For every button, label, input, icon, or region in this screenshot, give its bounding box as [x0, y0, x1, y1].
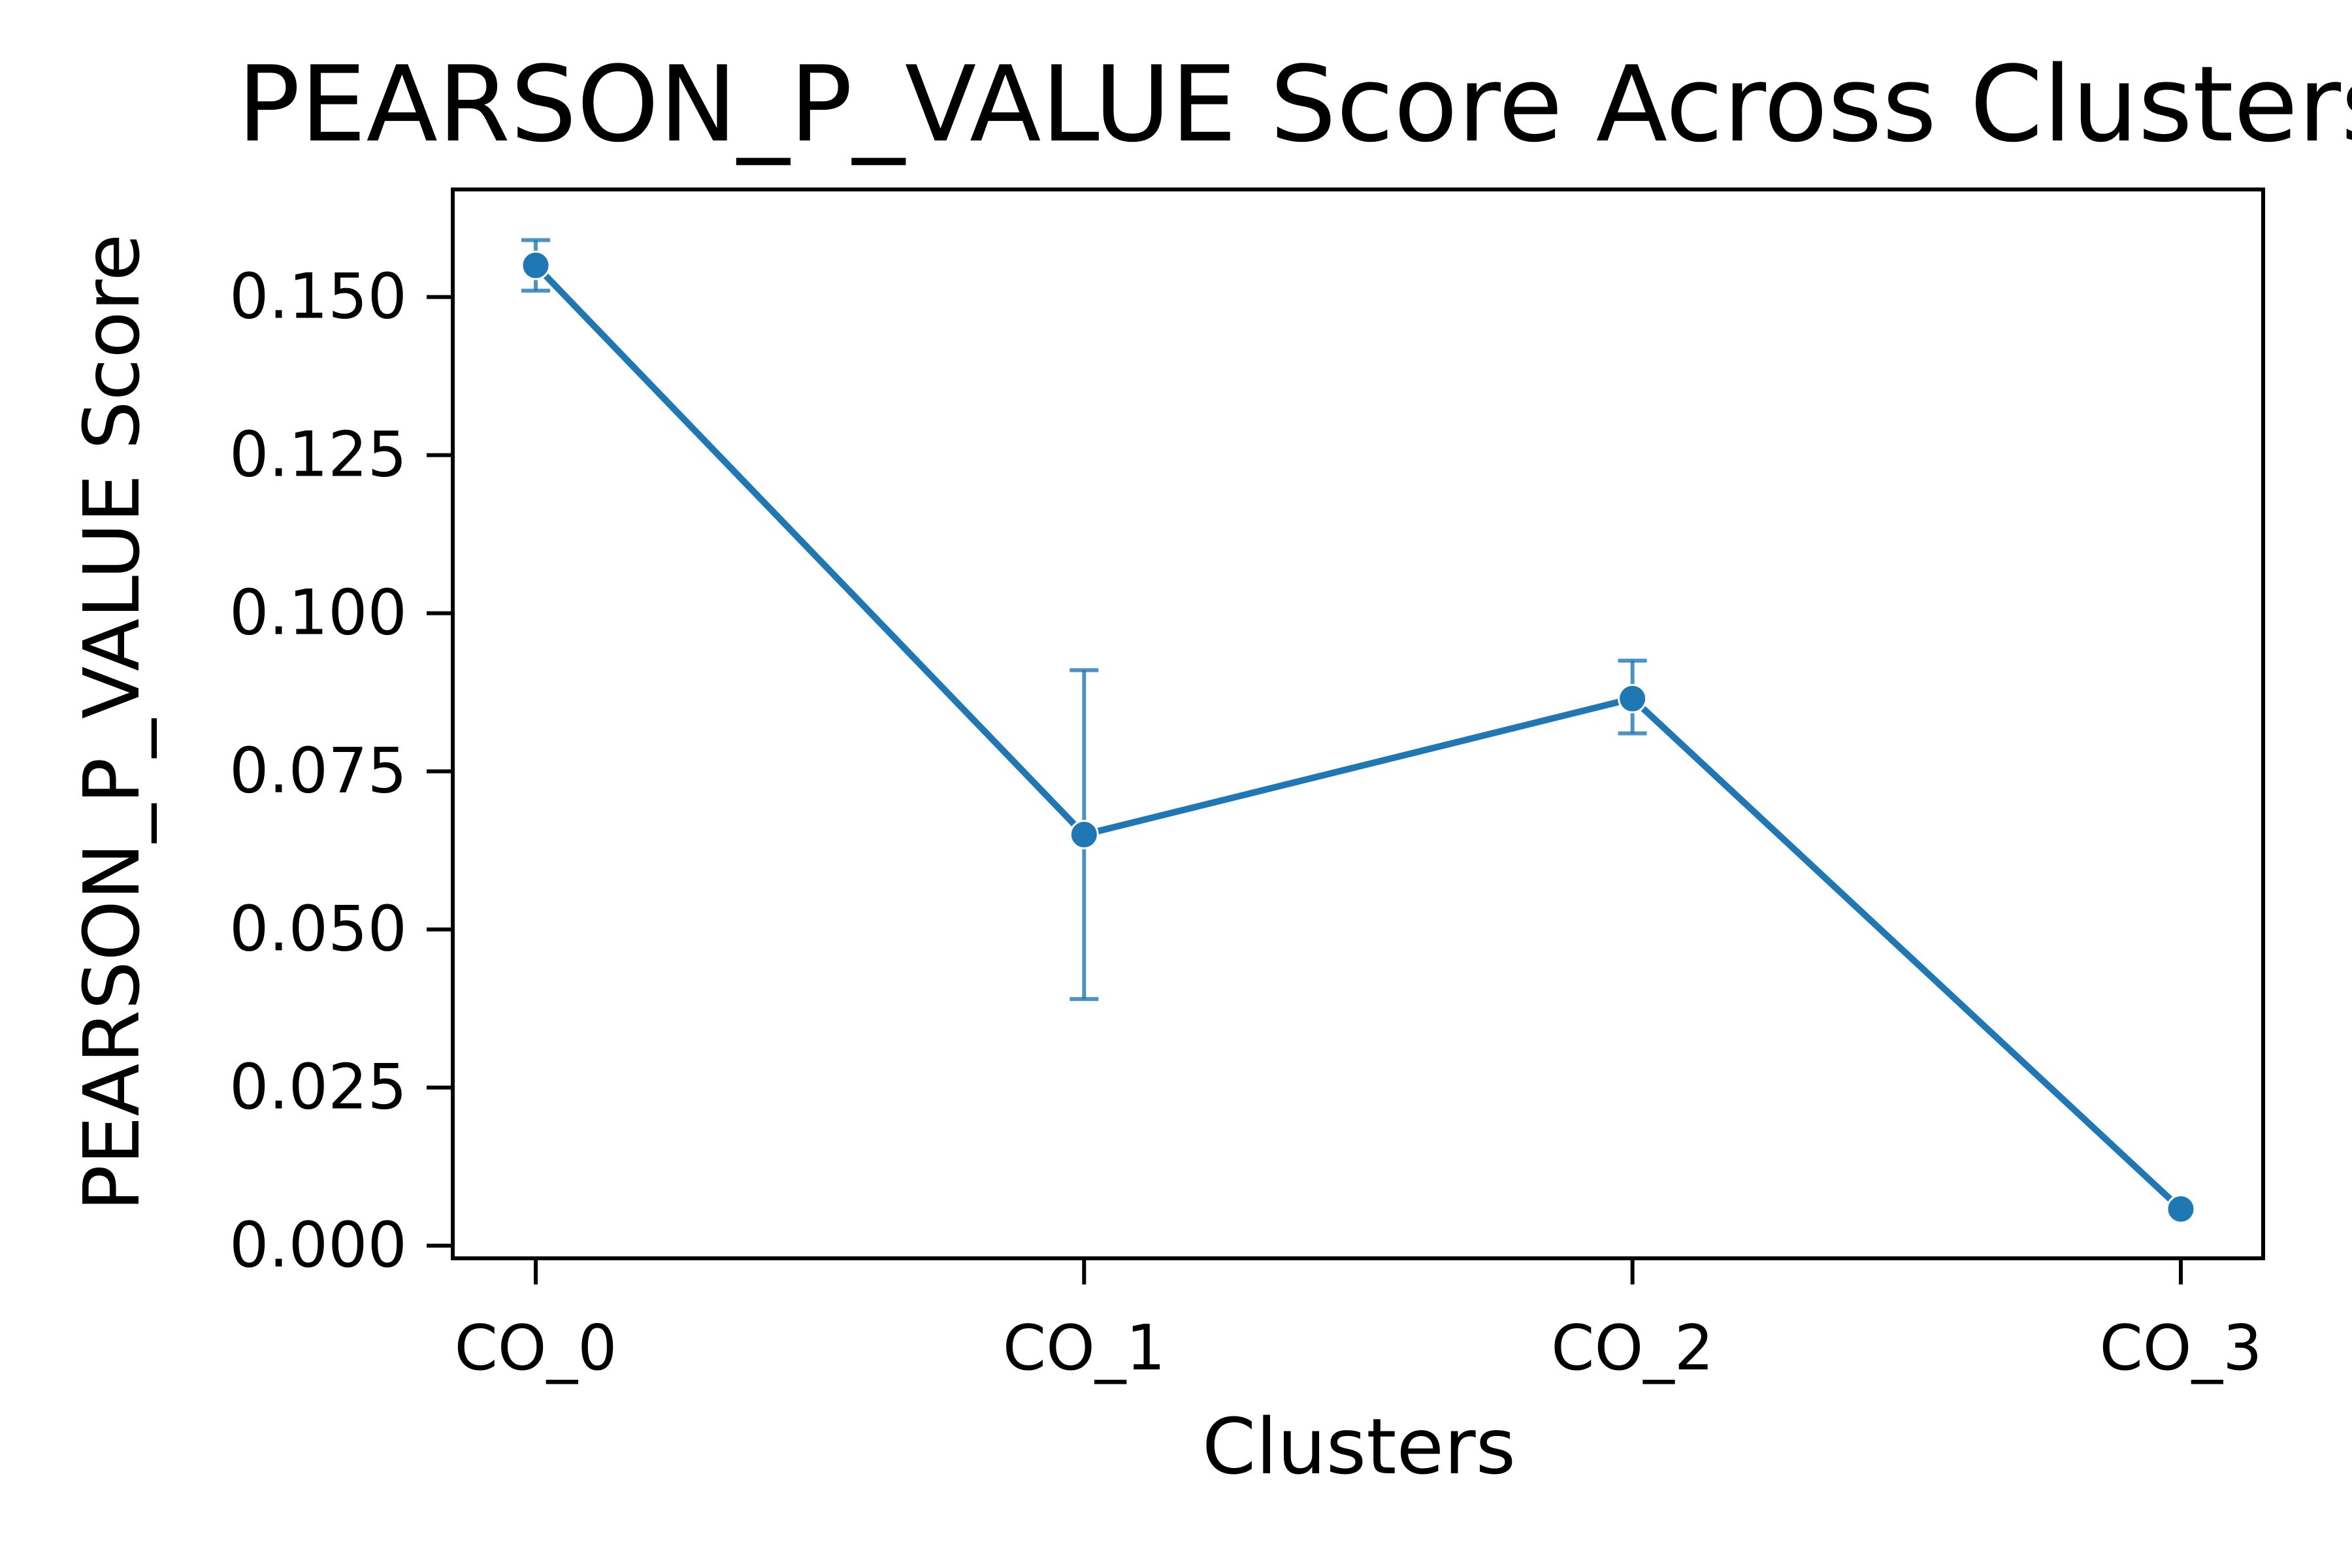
y-axis-label: PEARSON_P_VALUE Score: [67, 234, 157, 1211]
data-point: [1618, 683, 1648, 713]
x-tick-label: CO_0: [454, 1313, 617, 1384]
series-layer: [521, 250, 2196, 1224]
data-point: [2166, 1194, 2196, 1224]
y-tick-label: 0.075: [229, 736, 407, 808]
y-tick-label: 0.050: [229, 894, 407, 966]
series-line: [532, 262, 2184, 1213]
y-tick-label: 0.025: [229, 1052, 407, 1124]
y-axis-ticks: 0.000 0.025 0.050 0.075 0.100 0.125 0.150: [229, 261, 453, 1282]
y-tick-label: 0.100: [229, 578, 407, 649]
y-tick-label: 0.125: [229, 419, 407, 491]
y-tick-label: 0.150: [229, 261, 407, 333]
x-tick-label: CO_1: [1003, 1313, 1166, 1384]
plot-frame: [451, 188, 2265, 1260]
x-axis-ticks: CO_0 CO_1 CO_2 CO_3: [454, 1258, 2262, 1384]
x-axis-label: Clusters: [1202, 1401, 1516, 1492]
chart-title: PEARSON_P_VALUE Score Across Clusters: [237, 43, 2352, 165]
y-tick-label: 0.000: [229, 1210, 407, 1282]
x-tick-label: CO_2: [1551, 1313, 1714, 1384]
data-point: [1069, 819, 1099, 849]
x-tick-label: CO_3: [2099, 1313, 2262, 1384]
data-point: [521, 250, 551, 280]
